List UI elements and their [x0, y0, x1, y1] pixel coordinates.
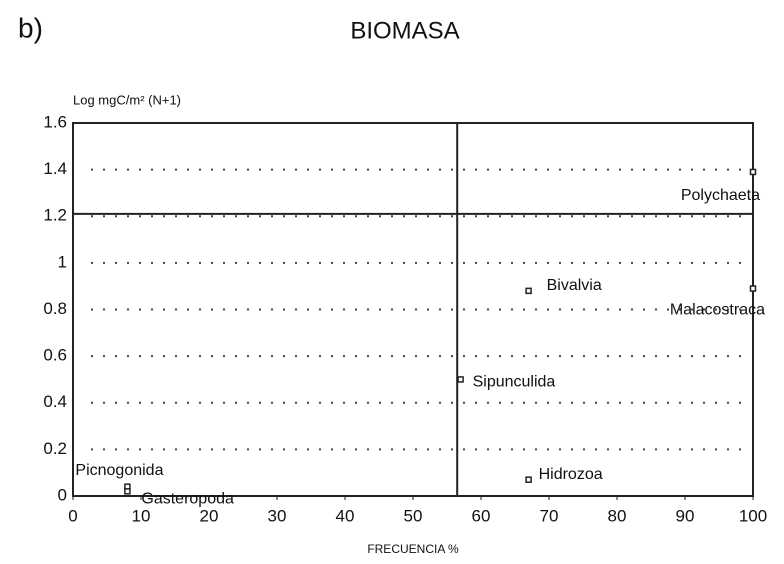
point	[525, 287, 532, 295]
chart-title: BIOMASA	[350, 17, 459, 44]
x-tick-label: 80	[608, 506, 627, 525]
y-tick-label: 1.2	[43, 206, 67, 225]
y-tick-label: 0	[58, 485, 67, 504]
panel-label: b)	[18, 12, 43, 43]
y-tick-label: 1.4	[43, 159, 67, 178]
point-label: Hidrozoa	[539, 466, 603, 483]
point	[749, 168, 757, 176]
point-label: Malacostraca	[670, 302, 765, 319]
x-tick-label: 20	[200, 506, 219, 525]
x-tick-label: 70	[540, 506, 559, 525]
y-tick-label: 0.4	[43, 392, 67, 411]
point-label: Sipunculida	[473, 374, 556, 391]
x-tick-label: 100	[739, 506, 767, 525]
x-tick-label: 10	[132, 506, 151, 525]
y-tick-label: 0.2	[43, 439, 67, 458]
point-label: Bivalvia	[547, 277, 602, 294]
y-tick-label: 0.8	[43, 299, 67, 318]
point	[124, 488, 131, 495]
y-tick-label: 1.6	[43, 112, 67, 131]
y-axis-label: Log mgC/m² (N+1)	[73, 92, 181, 107]
point	[525, 476, 532, 483]
point	[749, 285, 757, 292]
x-axis-label: FRECUENCIA %	[367, 542, 459, 556]
point-label: Gasteropoda	[141, 491, 234, 508]
x-tick-label: 60	[472, 506, 491, 525]
x-tick-label: 50	[404, 506, 423, 525]
point	[457, 376, 464, 383]
y-tick-label: 0.6	[43, 346, 67, 365]
y-tick-label: 1	[58, 252, 67, 271]
x-tick-label: 40	[336, 506, 355, 525]
x-tick-label: 90	[676, 506, 695, 525]
point-label: Picnogonida	[75, 462, 163, 479]
x-tick-label: 30	[268, 506, 287, 525]
point-label: Polychaeta	[681, 187, 760, 204]
x-tick-label: 0	[68, 506, 77, 525]
